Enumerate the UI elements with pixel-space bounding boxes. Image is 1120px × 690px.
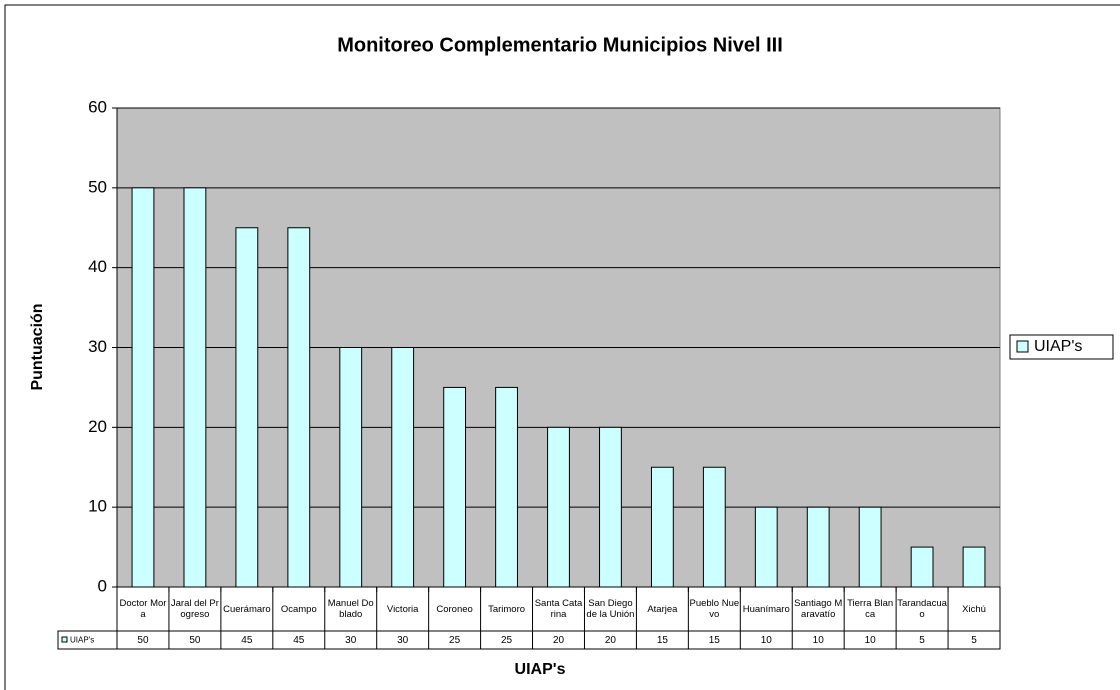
- legend-label: UIAP's: [1034, 338, 1082, 355]
- bar: [443, 386, 467, 588]
- bar: [235, 227, 259, 588]
- y-tick-label: 20: [88, 417, 107, 436]
- x-tick-label: Jaral del Progreso: [170, 598, 219, 620]
- x-tick-label: Xichú: [962, 603, 986, 615]
- bar: [391, 347, 415, 588]
- x-tick-label: Atarjea: [647, 603, 678, 615]
- x-tick-label: Tarandacuao: [897, 598, 947, 620]
- data-table-value: 25: [449, 635, 461, 646]
- x-tick-label: Santiago Maravatío: [794, 598, 843, 620]
- bar: [495, 386, 518, 588]
- x-tick-label: San Diego de la Unión: [586, 598, 635, 620]
- data-table-value: 50: [137, 635, 149, 646]
- legend-key: [1016, 340, 1029, 353]
- data-table-series-name: UIAP's: [70, 636, 94, 645]
- y-tick-label: 40: [88, 257, 107, 276]
- bar: [650, 466, 674, 588]
- bar: [599, 426, 622, 588]
- x-tick-label: Pueblo Nuevo: [689, 598, 740, 620]
- data-table-value: 15: [709, 635, 721, 646]
- data-table-value: 25: [501, 635, 513, 646]
- data-table-value: 5: [919, 635, 925, 646]
- x-tick-label: Cuerámaro: [223, 603, 271, 615]
- x-tick-label: Santa Catarina: [534, 598, 583, 620]
- bar: [547, 426, 570, 588]
- x-tick-label: Huanímaro: [742, 603, 790, 615]
- data-table-value: 10: [865, 635, 877, 646]
- data-table-value: 10: [813, 635, 825, 646]
- x-tick-label: Tierra Blanca: [847, 598, 894, 620]
- data-table-value: 30: [397, 635, 409, 646]
- data-table-key: [61, 636, 68, 643]
- data-table-value: 20: [553, 635, 565, 646]
- data-table-value: 10: [761, 635, 773, 646]
- x-tick-label: Manuel Doblado: [327, 598, 374, 620]
- y-axis-title: Puntuación: [29, 303, 46, 390]
- data-table-value: 15: [657, 635, 669, 646]
- data-table-value: 45: [241, 635, 253, 646]
- y-tick-label: 30: [88, 337, 107, 356]
- bar: [131, 187, 155, 588]
- bar: [183, 187, 207, 588]
- x-tick-label: Ocampo: [280, 603, 317, 615]
- bar: [339, 347, 363, 588]
- x-tick-label: Victoria: [386, 603, 419, 615]
- data-table-key-cell: [57, 630, 118, 650]
- bar: [962, 546, 986, 588]
- x-tick-label: Coroneo: [436, 603, 473, 615]
- data-table-value: 30: [345, 635, 357, 646]
- data-table-value: 5: [971, 635, 977, 646]
- x-tick-label: Doctor Mora: [119, 598, 167, 620]
- bar: [754, 506, 778, 588]
- y-tick-label: 10: [88, 497, 107, 516]
- data-table-value: 50: [189, 635, 201, 646]
- x-axis-title: UIAP's: [515, 661, 566, 678]
- chart-title: Monitoreo Complementario Municipios Nive…: [337, 34, 783, 56]
- y-tick-label: 60: [88, 97, 107, 116]
- data-table-value: 45: [293, 635, 305, 646]
- data-table-value: 20: [605, 635, 617, 646]
- y-tick-label: 0: [98, 576, 107, 595]
- y-tick-label: 50: [88, 177, 107, 196]
- bar: [858, 506, 882, 588]
- bar: [806, 506, 830, 588]
- bar: [910, 546, 934, 588]
- bar: [287, 227, 311, 588]
- x-tick-label: Tarimoro: [488, 603, 526, 615]
- bar: [702, 466, 726, 588]
